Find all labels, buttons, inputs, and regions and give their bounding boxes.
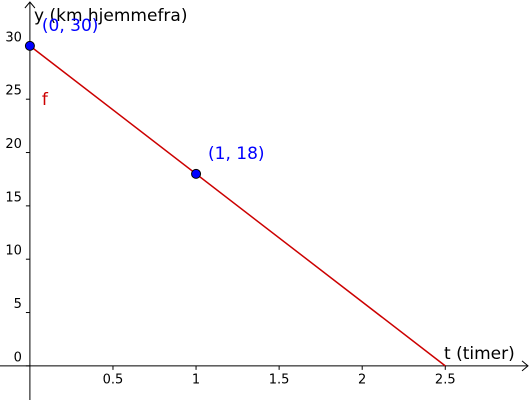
y-axis-arrow (24, 1, 36, 9)
y-tick-label: 0 (14, 350, 22, 365)
function-label: f (42, 90, 49, 110)
y-tick-label: 15 (5, 190, 22, 205)
x-axis-arrow (521, 360, 529, 372)
point (191, 168, 202, 179)
function-line (29, 45, 446, 367)
y-tick-label: 20 (5, 137, 22, 152)
x-tick-label: 2 (358, 372, 366, 387)
x-tick-label: 2.5 (435, 372, 456, 387)
point-label: (1, 18) (208, 144, 265, 164)
x-tick-label: 0.5 (103, 372, 124, 387)
y-tick-label: 25 (5, 84, 22, 99)
y-tick-label: 30 (5, 30, 22, 45)
x-tick-label: 1 (192, 372, 200, 387)
x-tick-label: 1.5 (269, 372, 290, 387)
point-label: (0, 30) (42, 16, 99, 36)
y-tick-label: 5 (14, 297, 22, 312)
y-axis-label: y (km hjemmefra) (34, 6, 187, 26)
point (24, 40, 35, 51)
x-axis-label: t (timer) (444, 344, 515, 364)
y-tick-label: 10 (5, 244, 22, 259)
